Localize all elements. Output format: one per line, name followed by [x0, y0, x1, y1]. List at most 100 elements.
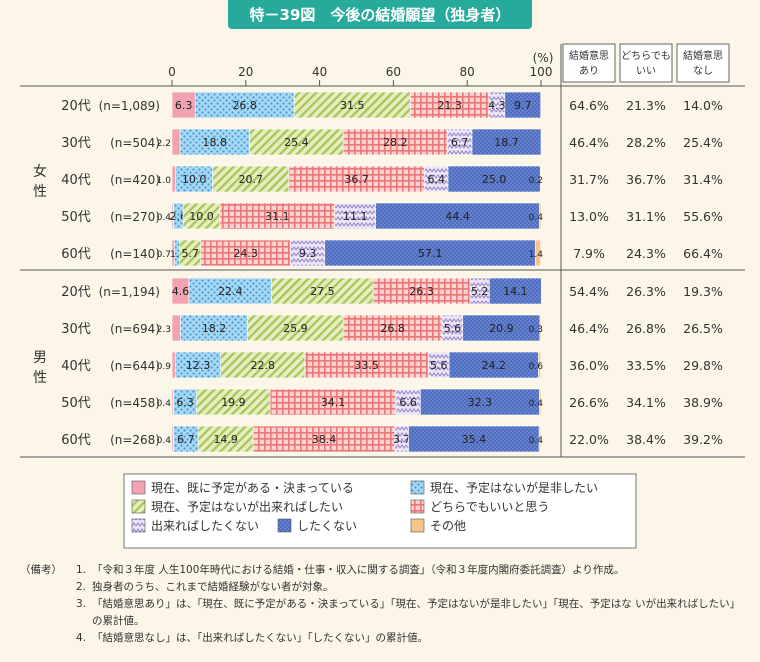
- bar-data-label: 0.4: [529, 436, 544, 446]
- bar-data-label: 0.4: [529, 213, 544, 223]
- summary-value: 55.6%: [683, 209, 723, 224]
- summary-value: 26.3%: [626, 284, 666, 299]
- summary-header-box: [562, 43, 616, 83]
- n-label: (n=1,089): [99, 99, 160, 113]
- bar-segment: [182, 202, 221, 230]
- bar-data-label: 25.0: [482, 173, 507, 186]
- legend-label: 現在、予定はないが出来ればしたい: [151, 499, 343, 514]
- row-labels: 女性 20代 (n=1,089) 30代 (n=504) 40代 (n=420) 50代 (n=…: [33, 99, 160, 448]
- bar-segment: [252, 425, 396, 453]
- bar-segment: [538, 351, 541, 379]
- bar-data-label: 5.2: [471, 285, 489, 298]
- legend-swatch: [131, 518, 146, 533]
- bar-data-label: 12.3: [186, 359, 211, 372]
- legend-label: 現在、予定はないが是非したい: [430, 480, 598, 495]
- bar-data-label: 27.5: [310, 285, 335, 298]
- summary-value: 64.6%: [569, 98, 609, 113]
- summary-header-label: 結婚意思: [569, 49, 609, 62]
- bar-data-label: 1.0: [157, 176, 172, 186]
- bar-segment: [269, 388, 397, 416]
- bar-data-label: 0.4: [157, 399, 172, 409]
- summary-value: 28.2%: [626, 135, 666, 150]
- legend-label: 現在、既に予定がある・決まっている: [151, 480, 354, 495]
- unit-label: (%): [533, 51, 554, 65]
- summary-table: 64.6% 21.3% 14.0% 46.4% 28.2% 25.4% 31.7% 36.7%…: [562, 43, 730, 447]
- n-label: (n=268): [110, 433, 160, 447]
- bar-data-label: 22.8: [251, 359, 276, 372]
- bar-data-label: 25.9: [283, 322, 308, 335]
- legend-label: したくない: [297, 519, 357, 533]
- age-label: 20代: [61, 99, 91, 114]
- bar-data-label: 2.2: [157, 139, 171, 149]
- summary-header-box: [676, 43, 730, 83]
- bar-segment: [171, 128, 181, 156]
- x-tick-label: 20: [238, 65, 253, 79]
- age-label: 60代: [61, 433, 91, 448]
- bar-data-label: 21.3: [437, 99, 462, 112]
- bar-segment: [197, 425, 254, 453]
- summary-value: 39.2%: [683, 432, 723, 447]
- x-tick-label: 40: [312, 65, 327, 79]
- bar-segment: [410, 91, 490, 119]
- x-axis: 0 20 40 60 80 100: [168, 65, 552, 86]
- bar-data-label: 24.3: [233, 247, 258, 260]
- stacked-bar-chart: (%) 0 20 40 60 80 100 6.3 26.8 31.5 21.3 4.3 9.7 2.…: [20, 43, 745, 549]
- figure-title: 特－39図 今後の結婚願望（独身者）: [228, 0, 532, 29]
- legend: 現在、既に予定がある・決まっている 現在、予定はないが是非したい現在、予定はないが…: [123, 473, 637, 549]
- bar-data-label: 6.6: [399, 396, 417, 409]
- legend-label: どちらでもいいと思う: [430, 500, 549, 514]
- bar-data-label: 0.9: [157, 362, 172, 372]
- note-number: 3.: [75, 598, 86, 610]
- bar-data-label: 3.7: [393, 433, 411, 446]
- summary-value: 33.5%: [626, 358, 666, 373]
- bar-data-label: 2.6: [170, 210, 188, 223]
- bar-data-label: 0.3: [529, 325, 543, 335]
- bar-data-label: 14.9: [213, 433, 238, 446]
- summary-value: 25.4%: [683, 135, 723, 150]
- summary-value: 7.9%: [573, 246, 605, 261]
- notes-head: （備考）: [20, 564, 62, 576]
- bar-data-label: 4.6: [172, 285, 190, 298]
- bar-data-label: 26.8: [232, 99, 257, 112]
- n-label: (n=140): [110, 247, 160, 261]
- bar-segment: [539, 165, 542, 193]
- bar-data-label: 6.3: [175, 99, 193, 112]
- bar-data-label: 18.2: [202, 322, 227, 335]
- bar-data-label: 6.3: [176, 396, 194, 409]
- summary-value: 66.4%: [683, 246, 723, 261]
- summary-value: 26.8%: [626, 321, 666, 336]
- legend-box: [123, 473, 637, 549]
- summary-value: 13.0%: [569, 209, 609, 224]
- bar-data-label: 35.4: [462, 433, 487, 446]
- note-text: 「令和３年度 人生100年時代における結婚・仕事・収入に関する調査」（令和３年度…: [92, 564, 625, 576]
- bar-data-label: 0.2: [529, 176, 543, 186]
- summary-value: 29.8%: [683, 358, 723, 373]
- summary-value: 34.1%: [626, 395, 666, 410]
- bar-data-label: 0.4: [157, 213, 172, 223]
- group-label: 女: [33, 163, 47, 180]
- bar-segment: [180, 314, 248, 342]
- x-tick-label: 60: [386, 65, 401, 79]
- summary-value: 31.1%: [626, 209, 666, 224]
- n-label: (n=420): [110, 173, 160, 187]
- summary-header-label: どちらでも: [621, 50, 671, 62]
- legend-label: 出来ればしたくない: [151, 519, 259, 533]
- age-label: 20代: [61, 285, 91, 300]
- bar-segment: [448, 351, 539, 379]
- bar-segment: [462, 314, 541, 342]
- bar-segment: [539, 202, 542, 230]
- bar-data-label: 38.4: [312, 433, 337, 446]
- bar-data-label: 19.9: [221, 396, 246, 409]
- bar-segment: [247, 314, 344, 342]
- note-row: （備考） 1. 「令和３年度 人生100年時代における結婚・仕事・収入に関する調…: [20, 562, 750, 579]
- summary-value: 21.3%: [626, 98, 666, 113]
- bar-segment: [535, 239, 541, 267]
- bar-data-label: 9.3: [299, 247, 317, 260]
- summary-header-label: いい: [636, 66, 656, 77]
- n-label: (n=504): [110, 136, 160, 150]
- group-label: 性: [33, 370, 47, 386]
- bar-data-label: 26.3: [409, 285, 434, 298]
- notes: （備考） 1. 「令和３年度 人生100年時代における結婚・仕事・収入に関する調…: [20, 562, 750, 647]
- age-label: 60代: [61, 247, 91, 262]
- bar-segment: [342, 314, 443, 342]
